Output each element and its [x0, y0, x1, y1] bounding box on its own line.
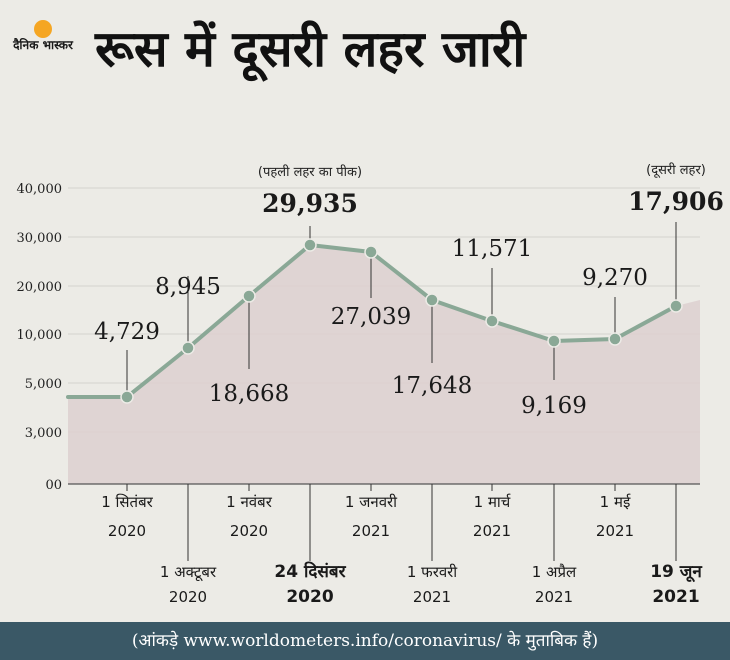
x-tick-label: 1 मार्च	[474, 493, 512, 511]
area-chart: 00 3,000 5,000 10,000 20,000 30,000 40,000 4,72…	[17, 162, 724, 607]
data-point	[181, 341, 195, 355]
x-tick-label: 1 सितंबर	[101, 493, 153, 511]
x-tick-label: 2021	[413, 588, 451, 606]
sun-icon	[34, 20, 52, 38]
data-label: 29,935	[262, 189, 358, 218]
y-tick-label: 3,000	[25, 426, 62, 441]
source-footer: (आंकड़े www.worldometers.info/coronaviru…	[0, 622, 730, 660]
data-point	[242, 289, 256, 303]
data-point	[485, 314, 499, 328]
x-tick-label: 1 नवंबर	[226, 493, 273, 511]
data-point	[669, 299, 683, 313]
x-tick-label: 24 दिसंबर	[274, 561, 346, 582]
x-tick-label: 2021	[596, 522, 634, 540]
x-tick-label: 2021	[652, 587, 699, 607]
x-tick-label: 2020	[230, 522, 268, 540]
data-label: 17,648	[392, 373, 472, 399]
x-tick-label: 2020	[169, 588, 207, 606]
y-tick-label: 5,000	[25, 377, 62, 392]
area-fill	[68, 245, 700, 484]
data-label: 9,169	[521, 393, 587, 419]
annotation-label: (पहली लहर का पीक)	[258, 164, 362, 180]
annotation-label: (दूसरी लहर)	[646, 162, 706, 178]
x-tick-label: 2021	[473, 522, 511, 540]
y-tick-label: 40,000	[17, 182, 63, 197]
data-point	[608, 332, 622, 346]
x-tick-label: 2021	[535, 588, 573, 606]
data-label: 4,729	[94, 319, 160, 345]
page-title: रूस में दूसरी लहर जारी	[95, 20, 526, 78]
data-label: 8,945	[155, 274, 221, 300]
data-label: 11,571	[452, 236, 532, 262]
data-label: 18,668	[209, 381, 289, 407]
x-tick-label: 2020	[108, 522, 146, 540]
y-tick-label: 20,000	[17, 280, 63, 295]
data-point	[425, 293, 439, 307]
x-tick-label: 1 अप्रैल	[532, 563, 577, 581]
brand-logo-text: दैनिक भास्कर	[13, 38, 73, 52]
data-label: 17,906	[628, 187, 724, 216]
data-point	[547, 334, 561, 348]
x-tick-label: 1 मई	[600, 493, 632, 511]
y-tick-label: 10,000	[17, 328, 63, 343]
x-tick-label: 2021	[352, 522, 390, 540]
x-tick-label: 1 अक्टूबर	[160, 563, 217, 582]
y-tick-label: 30,000	[17, 231, 63, 246]
y-tick-label: 00	[45, 478, 62, 493]
data-label: 9,270	[582, 265, 648, 291]
x-tick-label: 2020	[286, 587, 333, 607]
x-tick-label: 1 फरवरी	[407, 563, 458, 581]
data-point	[303, 238, 317, 252]
x-tick-label: 1 जनवरी	[345, 493, 398, 511]
brand-logo: दैनिक भास्कर	[10, 20, 76, 78]
data-point	[364, 245, 378, 259]
x-tick-label: 19 जून	[650, 562, 702, 583]
data-point	[120, 390, 134, 404]
data-label: 27,039	[331, 304, 411, 330]
